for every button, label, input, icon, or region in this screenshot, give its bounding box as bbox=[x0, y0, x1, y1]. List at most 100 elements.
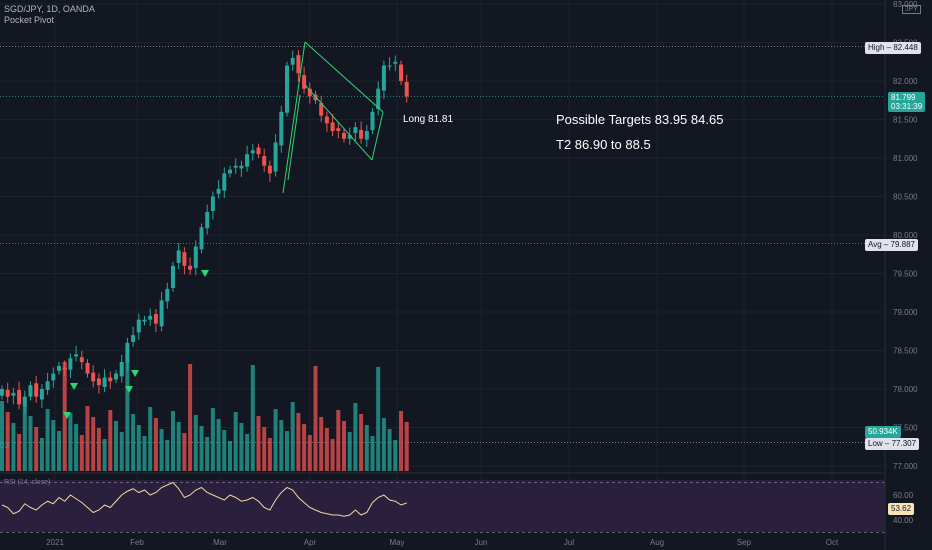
candle-body bbox=[0, 389, 4, 396]
annotation-long[interactable]: Long 81.81 bbox=[403, 114, 454, 125]
volume-bar bbox=[205, 437, 210, 471]
volume-bar bbox=[131, 414, 136, 471]
candle-body bbox=[285, 65, 289, 113]
indicator-label[interactable]: Pocket Pivot bbox=[4, 15, 55, 25]
currency-label: JPY bbox=[902, 5, 921, 14]
candle-body bbox=[153, 314, 158, 324]
candle-body bbox=[131, 335, 136, 342]
candle-body bbox=[330, 122, 335, 132]
candle-body bbox=[125, 342, 130, 363]
candle-body bbox=[404, 81, 409, 97]
volume-bar bbox=[210, 408, 215, 471]
candle-body bbox=[381, 65, 386, 91]
candle-body bbox=[165, 288, 170, 302]
candle-body bbox=[79, 357, 84, 363]
volume-bar bbox=[96, 428, 101, 471]
candle-body bbox=[142, 319, 147, 322]
candle-body bbox=[273, 142, 278, 172]
candle-body bbox=[319, 103, 324, 116]
pivot-marker bbox=[63, 412, 71, 419]
volume-bar bbox=[359, 414, 364, 471]
y-tick-label: 80.000 bbox=[893, 231, 918, 240]
x-tick-label: Jun bbox=[475, 538, 488, 547]
low-level-tag: Low – 77.307 bbox=[865, 438, 920, 450]
volume-bar bbox=[165, 440, 170, 471]
volume-bar bbox=[68, 413, 73, 471]
candle-body bbox=[233, 165, 238, 168]
candle-body bbox=[57, 365, 61, 371]
candle-body bbox=[393, 61, 398, 64]
volume-bar bbox=[17, 434, 22, 471]
candle-body bbox=[68, 358, 73, 370]
x-tick-label: Feb bbox=[130, 538, 144, 547]
y-tick-label: 81.500 bbox=[893, 116, 918, 125]
candle-body bbox=[193, 246, 198, 268]
candle-body bbox=[228, 169, 232, 174]
volume-tag: 50.934K bbox=[865, 426, 901, 438]
volume-bar bbox=[199, 426, 204, 471]
y-tick-label: 83.000 bbox=[893, 0, 918, 9]
candle-body bbox=[399, 64, 403, 81]
candle-body bbox=[62, 367, 67, 370]
y-tick-label: 78.000 bbox=[893, 385, 918, 394]
volume-bar bbox=[136, 425, 141, 471]
volume-bar bbox=[399, 411, 403, 471]
rsi-label[interactable]: RSI (14, close) bbox=[4, 479, 51, 486]
annotation-t2[interactable]: T2 86.90 to 88.5 bbox=[556, 137, 651, 152]
volume-bar bbox=[233, 412, 238, 471]
volume-bar bbox=[330, 439, 335, 471]
candle-body bbox=[290, 57, 295, 65]
pivot-marker bbox=[201, 270, 209, 277]
volume-bar bbox=[404, 422, 409, 471]
candle-body bbox=[182, 252, 187, 266]
volume-bar bbox=[5, 412, 10, 471]
volume-bar bbox=[51, 420, 56, 471]
avg-level-tag: Avg – 79.887 bbox=[865, 239, 919, 251]
volume-bar bbox=[222, 430, 227, 471]
y-tick-label: 81.000 bbox=[893, 154, 918, 163]
volume-bar bbox=[153, 418, 158, 471]
trend-line bbox=[304, 84, 373, 161]
candle-body bbox=[347, 134, 352, 139]
candle-body bbox=[245, 154, 250, 167]
candle-body bbox=[39, 389, 44, 400]
candle-body bbox=[22, 396, 27, 407]
volume-bar bbox=[85, 406, 90, 471]
candle-body bbox=[34, 383, 39, 397]
candle-body bbox=[359, 129, 364, 139]
volume-bar bbox=[119, 432, 124, 471]
candle-body bbox=[370, 111, 375, 131]
trend-line bbox=[304, 41, 384, 113]
x-tick-label: 2021 bbox=[46, 538, 64, 547]
volume-bar bbox=[28, 416, 33, 471]
volume-bar bbox=[296, 413, 301, 471]
candle-body bbox=[364, 131, 369, 140]
volume-bar bbox=[171, 411, 175, 471]
candle-body bbox=[148, 315, 153, 320]
candle-body bbox=[114, 373, 118, 380]
volume-bar bbox=[39, 438, 44, 471]
candle-body bbox=[159, 300, 164, 327]
y-tick-label: 79.500 bbox=[893, 270, 918, 279]
volume-left-label: 03 bbox=[0, 441, 9, 450]
volume-bar bbox=[267, 438, 272, 471]
symbol-title[interactable]: SGD/JPY, 1D, OANDA bbox=[4, 4, 95, 14]
volume-bar bbox=[302, 424, 307, 471]
y-tick-label: 80.500 bbox=[893, 193, 918, 202]
volume-bar bbox=[387, 429, 392, 471]
volume-bar bbox=[279, 420, 284, 471]
x-tick-label: May bbox=[389, 538, 404, 547]
pivot-marker bbox=[70, 383, 78, 390]
volume-bar bbox=[142, 436, 147, 471]
volume-bar bbox=[370, 436, 375, 471]
candle-body bbox=[376, 88, 381, 110]
pivot-marker bbox=[125, 386, 133, 393]
volume-bar bbox=[256, 416, 261, 471]
annotation-targets[interactable]: Possible Targets 83.95 84.65 bbox=[556, 112, 724, 127]
candle-body bbox=[210, 196, 215, 211]
candle-body bbox=[119, 362, 124, 377]
rsi-line bbox=[1, 481, 407, 517]
pivot-marker bbox=[131, 370, 139, 377]
